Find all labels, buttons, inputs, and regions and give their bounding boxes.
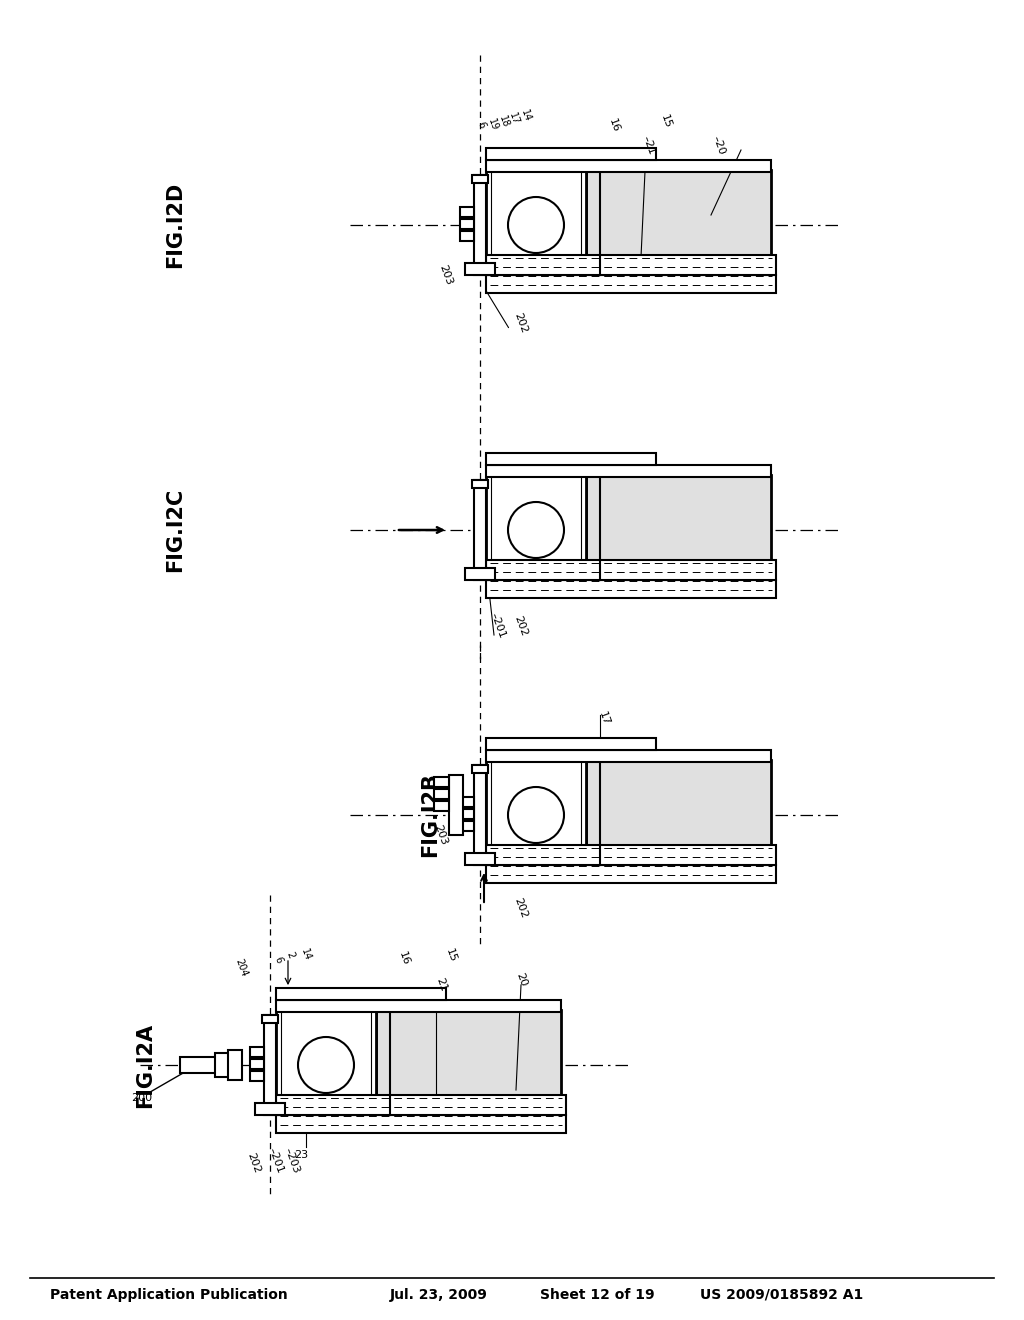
Bar <box>276 1001 376 1130</box>
Bar <box>486 160 586 290</box>
Bar <box>465 263 495 275</box>
Bar <box>586 170 771 275</box>
Text: 200: 200 <box>131 1093 153 1104</box>
Bar <box>486 750 771 762</box>
Text: Jul. 23, 2009: Jul. 23, 2009 <box>390 1288 487 1302</box>
Bar <box>250 1059 264 1069</box>
Bar <box>460 797 474 807</box>
Bar <box>586 475 771 579</box>
Bar <box>434 777 449 787</box>
Text: –203: –203 <box>283 1147 301 1175</box>
Text: 23: 23 <box>294 1150 308 1160</box>
Bar <box>460 219 474 228</box>
Text: 16: 16 <box>397 950 411 966</box>
Bar <box>276 987 446 1001</box>
Bar <box>180 1057 228 1073</box>
Circle shape <box>508 787 564 843</box>
Text: FIG.I2D: FIG.I2D <box>165 182 185 268</box>
Circle shape <box>508 197 564 253</box>
Bar <box>490 755 581 875</box>
Text: 204: 204 <box>233 957 249 978</box>
Bar <box>250 1047 264 1057</box>
Text: 203: 203 <box>433 824 450 846</box>
Bar <box>486 148 656 160</box>
Text: 6: 6 <box>475 120 486 129</box>
Bar <box>276 1115 566 1133</box>
Text: 203: 203 <box>437 264 455 286</box>
Text: –201: –201 <box>266 1147 286 1175</box>
Bar <box>250 1071 264 1081</box>
Bar <box>472 480 488 488</box>
Text: 202: 202 <box>246 1151 262 1175</box>
Text: 17: 17 <box>507 111 521 125</box>
Bar <box>490 165 581 285</box>
Bar <box>264 1015 276 1115</box>
Bar <box>434 801 449 810</box>
Text: 20: 20 <box>514 972 528 989</box>
Bar <box>215 1053 229 1077</box>
Bar <box>434 789 449 799</box>
Bar <box>586 760 771 865</box>
Bar <box>228 1049 242 1080</box>
Bar <box>460 821 474 832</box>
Bar <box>465 568 495 579</box>
Bar <box>486 255 776 275</box>
Text: 18: 18 <box>498 114 511 129</box>
Bar <box>460 231 474 242</box>
Bar <box>262 1015 278 1023</box>
Bar <box>486 560 776 579</box>
Bar <box>460 809 474 818</box>
Text: Patent Application Publication: Patent Application Publication <box>50 1288 288 1302</box>
Bar <box>486 845 776 865</box>
Bar <box>472 766 488 774</box>
Bar <box>486 465 586 595</box>
Bar <box>474 766 486 865</box>
Text: 2: 2 <box>285 950 296 960</box>
Text: 17: 17 <box>597 710 611 727</box>
Text: 202: 202 <box>512 615 528 638</box>
Text: FIG.I2B: FIG.I2B <box>420 772 440 858</box>
Bar <box>486 738 656 750</box>
Bar <box>474 176 486 275</box>
Circle shape <box>298 1038 354 1093</box>
Bar <box>376 1010 561 1115</box>
Bar <box>486 865 776 883</box>
Bar <box>449 775 463 836</box>
Text: 14: 14 <box>519 108 532 123</box>
Text: Sheet 12 of 19: Sheet 12 of 19 <box>540 1288 654 1302</box>
Bar <box>486 750 586 880</box>
Bar <box>486 465 771 477</box>
Text: 15: 15 <box>444 946 458 964</box>
Bar <box>281 1005 371 1125</box>
Bar <box>465 853 495 865</box>
Bar <box>276 1001 561 1012</box>
Bar <box>472 176 488 183</box>
Text: –21: –21 <box>641 135 657 156</box>
Bar <box>474 480 486 579</box>
Bar <box>486 160 771 172</box>
Text: 21: 21 <box>434 977 449 994</box>
Bar <box>486 453 656 465</box>
Bar <box>486 579 776 598</box>
Text: FIG.I2A: FIG.I2A <box>135 1023 155 1107</box>
Bar <box>255 1104 285 1115</box>
Bar <box>490 470 581 590</box>
Text: –201: –201 <box>488 611 507 640</box>
Text: 16: 16 <box>607 117 622 133</box>
Bar <box>460 207 474 216</box>
Text: 15: 15 <box>658 114 673 129</box>
Bar <box>486 275 776 293</box>
Text: –20: –20 <box>711 135 727 156</box>
Text: 6: 6 <box>272 954 284 964</box>
Text: FIG.I2C: FIG.I2C <box>165 488 185 572</box>
Text: US 2009/0185892 A1: US 2009/0185892 A1 <box>700 1288 863 1302</box>
Bar <box>276 1096 566 1115</box>
Text: 202: 202 <box>512 896 528 920</box>
Text: 202: 202 <box>512 312 528 335</box>
Text: 14: 14 <box>299 946 312 962</box>
Text: 19: 19 <box>486 117 500 132</box>
Circle shape <box>508 502 564 558</box>
